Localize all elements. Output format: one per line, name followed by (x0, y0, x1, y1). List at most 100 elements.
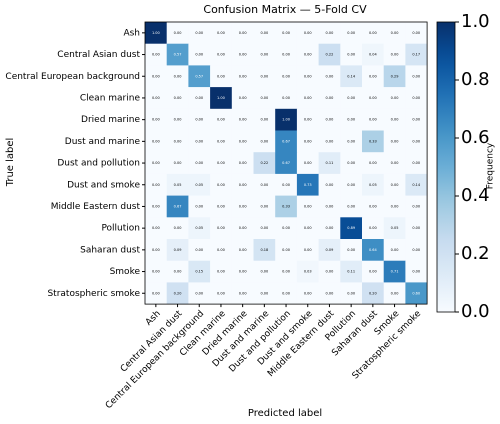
heatmap-cell (210, 195, 233, 218)
cell-label: 0.00 (282, 270, 290, 274)
heatmap-cell (145, 217, 167, 240)
heatmap-cell (253, 173, 276, 196)
heatmap-cell (383, 282, 406, 305)
heatmap-cell (231, 22, 254, 44)
cell-label: 0.29 (391, 74, 399, 78)
heatmap-cell (275, 195, 298, 218)
heatmap-cell (340, 22, 363, 44)
heatmap-cell (296, 173, 319, 196)
cell-label: 0.00 (412, 226, 420, 230)
cell-label: 0.00 (412, 204, 420, 208)
y-axis-label: True label (5, 138, 16, 188)
chart-title: Confusion Matrix — 5-Fold CV (203, 3, 367, 16)
cell-label: 0.00 (412, 248, 420, 252)
heatmap-cell (296, 195, 319, 218)
heatmap-cell (362, 130, 384, 153)
y-tick-label: Clean marine (80, 93, 141, 103)
heatmap-cell (340, 108, 363, 131)
cell-label: 0.00 (174, 270, 182, 274)
heatmap-cell (275, 22, 298, 44)
heatmap-cell (362, 43, 384, 66)
heatmap-cell (231, 130, 254, 153)
cell-label: 0.00 (412, 74, 420, 78)
heatmap-cell (145, 282, 167, 305)
heatmap-cell (275, 43, 298, 66)
heatmap-cell (166, 260, 189, 283)
cell-label: 0.00 (282, 74, 290, 78)
y-tick-label: Smoke (110, 267, 141, 277)
cell-label: 0.00 (239, 161, 247, 165)
y-tick-label: Central Asian dust (57, 50, 140, 60)
heatmap-cell (405, 108, 428, 131)
cell-label: 0.00 (260, 183, 268, 187)
heatmap-cell (275, 282, 298, 305)
heatmap-cell (145, 65, 167, 88)
heatmap-cell (188, 22, 211, 44)
heatmap-cell (188, 239, 211, 261)
heatmap-cell (253, 65, 276, 88)
heatmap-cell (318, 260, 341, 283)
heatmap-cell (296, 87, 319, 110)
heatmap-cell (318, 239, 341, 261)
y-tick-label: Dried marine (81, 115, 140, 125)
heatmap-cell (405, 22, 428, 44)
cell-label: 0.00 (195, 248, 203, 252)
heatmap-cell (275, 152, 298, 175)
heatmap-cell (253, 43, 276, 66)
heatmap-cell (166, 195, 189, 218)
cell-label: 0.00 (239, 248, 247, 252)
cell-label: 0.00 (217, 31, 225, 35)
heatmap-cell (318, 217, 341, 240)
heatmap-cell (253, 108, 276, 131)
cell-label: 0.00 (174, 226, 182, 230)
cell-label: 0.00 (391, 31, 399, 35)
heatmap-cell (231, 43, 254, 66)
heatmap-cell (340, 43, 363, 66)
heatmap-cell (253, 260, 276, 283)
heatmap-cell (231, 239, 254, 261)
cell-label: 0.00 (412, 118, 420, 122)
heatmap-cell (383, 173, 406, 196)
heatmap-cell (253, 239, 276, 261)
heatmap-cell (231, 173, 254, 196)
cell-label: 0.00 (174, 74, 182, 78)
heatmap-cell (362, 282, 384, 305)
heatmap-cell (275, 130, 298, 153)
heatmap-cell (340, 239, 363, 261)
x-tick-label: Central European background (104, 309, 206, 411)
cell-label: 0.00 (174, 161, 182, 165)
cell-label: 0.00 (174, 96, 182, 100)
heatmap-cell (210, 43, 233, 66)
cell-label: 0.15 (195, 270, 203, 274)
cell-label: 0.00 (326, 139, 334, 143)
colorbar-label: Frequency (486, 142, 496, 189)
cell-label: 0.00 (260, 53, 268, 57)
heatmap-cell (166, 130, 189, 153)
heatmap-cell (340, 65, 363, 88)
heatmap-cell (405, 87, 428, 110)
heatmap-cell (188, 217, 211, 240)
heatmap-cell (318, 282, 341, 305)
cell-label: 0.00 (195, 118, 203, 122)
heatmap-cell (231, 65, 254, 88)
heatmap-cell (383, 217, 406, 240)
heatmap-cell (210, 152, 233, 175)
heatmap-cell (383, 260, 406, 283)
cell-label: 0.00 (369, 74, 377, 78)
heatmap-cell (188, 65, 211, 88)
cell-label: 0.00 (304, 139, 312, 143)
cell-label: 0.00 (304, 53, 312, 57)
heatmap-cell (231, 282, 254, 305)
heatmap-cell (166, 87, 189, 110)
heatmap-cell (405, 260, 428, 283)
cell-label: 0.67 (174, 204, 182, 208)
cell-label: 0.03 (304, 270, 312, 274)
cell-label: 0.73 (304, 183, 312, 187)
heatmap-cell (340, 130, 363, 153)
x-axis-label: Predicted label (248, 408, 322, 419)
cell-label: 0.00 (152, 118, 160, 122)
heatmap-cell (210, 173, 233, 196)
heatmap-cell (188, 130, 211, 153)
cell-label: 0.00 (326, 204, 334, 208)
heatmap-cell (405, 43, 428, 66)
